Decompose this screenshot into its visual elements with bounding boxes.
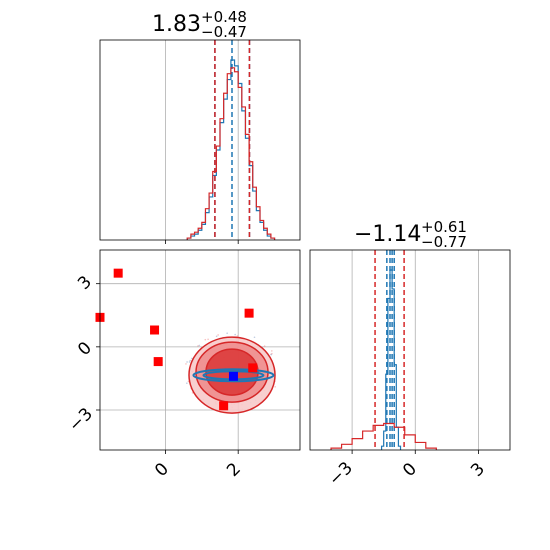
title-upper-error: +0.48 [201,8,247,26]
title-lower-error: −0.47 [201,23,247,41]
marker-point [113,268,123,278]
marker-point [248,363,258,373]
marker-point [219,401,229,411]
sample-point [197,345,199,347]
y-tick-label: 0 [74,338,96,360]
panel-frame [99,249,301,451]
sample-point [271,350,273,352]
marker-point [153,357,163,367]
marker-point [150,325,160,335]
title-value: −1.14 [354,222,421,247]
x-tick-label: 3 [467,459,489,481]
y-tick-label: 3 [74,272,96,294]
sample-point [204,338,207,341]
marker-point [244,308,254,318]
sample-point [217,334,219,336]
title-lower-error: −0.77 [421,233,467,251]
sample-point [270,353,273,356]
panel-frame [309,249,511,451]
x-tick-label: −3 [325,458,357,490]
sample-point [263,345,266,347]
sample-point [185,363,187,365]
x-tick-label: 0 [399,459,421,481]
sample-point [189,359,192,362]
sample-point [274,386,276,388]
panel-marginal-1: 1.83 +0.48 −0.47 [99,8,301,244]
title-value: 1.83 [152,12,201,37]
sample-point [186,361,188,363]
contour-blue [192,368,275,383]
sample-point [188,361,191,363]
truth-point [228,371,238,381]
sample-point [207,338,209,341]
title-upper-error: +0.61 [421,218,467,236]
panel-joint: 3 0 −3 0 2 [65,249,301,481]
sample-point [236,335,239,337]
sample-point [253,336,256,339]
y-tick-label: −3 [65,404,97,436]
histogram-red [186,67,276,240]
panel-marginal-2: −1.14 +0.61 −0.77 −3 0 3 [309,218,511,490]
sample-point [215,335,218,338]
histogram-red [330,422,437,450]
sample-point [226,332,228,335]
sample-point [186,382,188,385]
sample-point [198,344,201,347]
panel-frame [99,39,301,241]
x-tick-label: 2 [223,459,245,481]
sample-point [234,333,236,336]
x-tick-label: 0 [151,459,173,481]
